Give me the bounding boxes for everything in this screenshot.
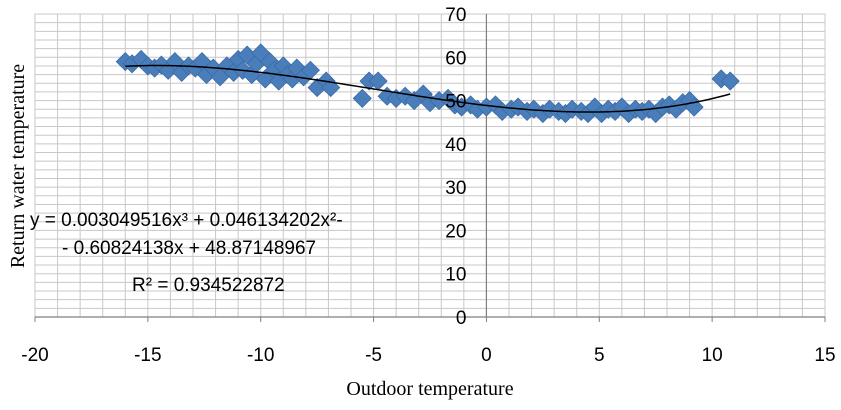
y-tick-label: 10 <box>445 265 466 286</box>
y-tick-label: 20 <box>445 221 466 242</box>
y-tick-label: 50 <box>445 92 466 113</box>
axes <box>35 14 825 318</box>
x-tick-label: 10 <box>702 345 723 366</box>
y-tick-label: 30 <box>445 178 466 199</box>
x-tick-label: -5 <box>365 345 382 366</box>
y-axis-title: Return water temperature <box>7 64 29 268</box>
y-tick-labels: 0 10 20 30 40 50 60 70 <box>445 5 466 329</box>
data-point <box>352 88 372 108</box>
plot-border <box>34 13 826 318</box>
data-point <box>720 71 740 91</box>
equation-line-2: - 0.60824138x + 48.87148967 <box>62 238 316 259</box>
y-tick-label: 70 <box>445 5 466 26</box>
x-tick-label: -20 <box>21 345 48 366</box>
x-tick-labels: -20 -15 -10 -5 0 5 10 15 <box>21 317 836 366</box>
x-tick-label: -15 <box>134 345 161 366</box>
x-tick-label: 15 <box>814 345 835 366</box>
x-tick-label: 5 <box>594 345 605 366</box>
y-tick-label: 40 <box>445 135 466 156</box>
x-tick-label: 0 <box>481 345 492 366</box>
equation-line-1: y = 0.003049516x³ + 0.046134202x²- <box>30 210 343 231</box>
y-tick-label: 0 <box>456 308 467 329</box>
r-squared-label: R² = 0.934522872 <box>132 275 285 296</box>
y-tick-label: 60 <box>445 48 466 69</box>
trendline <box>125 64 731 113</box>
grid-lines <box>34 13 826 318</box>
x-axis-title: Outdoor temperature <box>346 378 513 400</box>
x-tick-label: -10 <box>247 345 274 366</box>
